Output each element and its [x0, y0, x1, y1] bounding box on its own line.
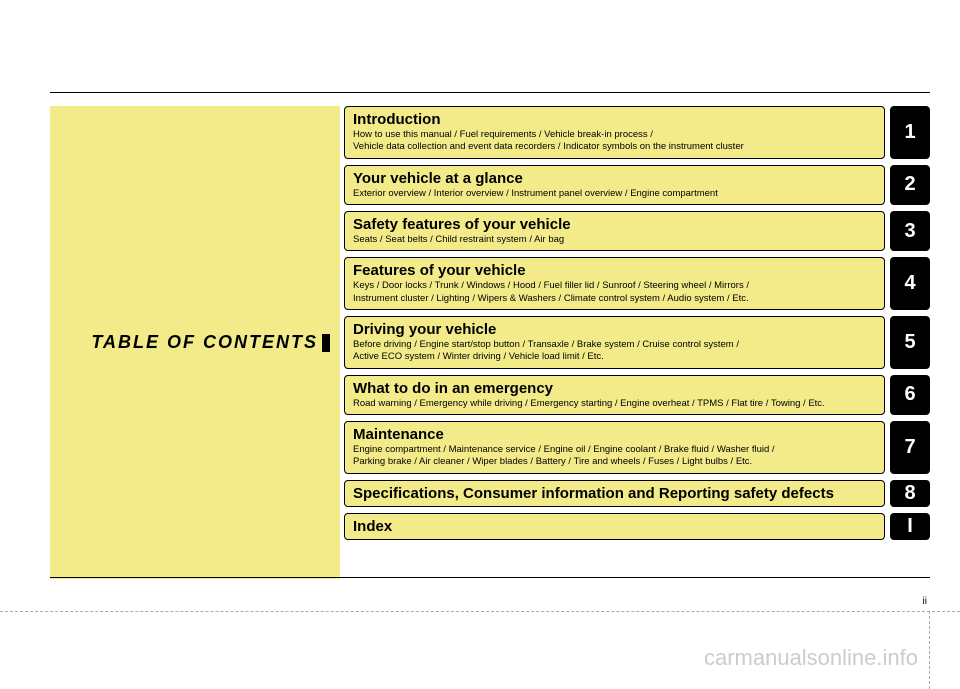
toc-row: Your vehicle at a glance Exterior overvi… [344, 165, 930, 205]
toc-heading: Maintenance [353, 426, 876, 443]
toc-title-marker [322, 334, 330, 352]
toc-title: TABLE OF CONTENTS [91, 332, 330, 353]
toc-right-panel: Introduction How to use this manual / Fu… [340, 106, 930, 579]
top-rule [50, 92, 930, 93]
toc-box-index: Index [344, 513, 885, 540]
chapter-number: 1 [890, 106, 930, 159]
content-area: TABLE OF CONTENTS Introduction How to us… [50, 106, 930, 579]
toc-box-specs: Specifications, Consumer information and… [344, 480, 885, 507]
toc-row: Introduction How to use this manual / Fu… [344, 106, 930, 159]
chapter-number: 2 [890, 165, 930, 205]
toc-desc: Before driving / Engine start/stop butto… [353, 339, 876, 364]
bottom-rule [50, 577, 930, 578]
toc-heading: Your vehicle at a glance [353, 170, 876, 187]
chapter-number: 6 [890, 375, 930, 415]
chapter-number: 7 [890, 421, 930, 474]
toc-desc: Engine compartment / Maintenance service… [353, 444, 876, 469]
toc-row: Features of your vehicle Keys / Door loc… [344, 257, 930, 310]
dashed-border-vertical [929, 611, 930, 689]
toc-desc: How to use this manual / Fuel requiremen… [353, 129, 876, 154]
toc-left-panel: TABLE OF CONTENTS [50, 106, 340, 579]
toc-desc: Road warning / Emergency while driving /… [353, 398, 876, 410]
toc-heading: Features of your vehicle [353, 262, 876, 279]
toc-box-safety: Safety features of your vehicle Seats / … [344, 211, 885, 251]
toc-box-driving: Driving your vehicle Before driving / En… [344, 316, 885, 369]
toc-heading: Introduction [353, 111, 876, 128]
chapter-number: 5 [890, 316, 930, 369]
toc-row: Maintenance Engine compartment / Mainten… [344, 421, 930, 474]
toc-row: What to do in an emergency Road warning … [344, 375, 930, 415]
toc-box-introduction: Introduction How to use this manual / Fu… [344, 106, 885, 159]
chapter-number: 3 [890, 211, 930, 251]
toc-box-emergency: What to do in an emergency Road warning … [344, 375, 885, 415]
toc-title-text: TABLE OF CONTENTS [91, 332, 318, 353]
toc-heading: Specifications, Consumer information and… [353, 485, 876, 502]
page-number: ii [923, 596, 927, 607]
toc-box-glance: Your vehicle at a glance Exterior overvi… [344, 165, 885, 205]
chapter-number: I [890, 513, 930, 540]
toc-row: Specifications, Consumer information and… [344, 480, 930, 507]
chapter-number: 8 [890, 480, 930, 507]
watermark-text: carmanualsonline.info [704, 645, 918, 671]
chapter-number: 4 [890, 257, 930, 310]
toc-row: Safety features of your vehicle Seats / … [344, 211, 930, 251]
toc-row: Driving your vehicle Before driving / En… [344, 316, 930, 369]
toc-heading: Safety features of your vehicle [353, 216, 876, 233]
toc-desc: Keys / Door locks / Trunk / Windows / Ho… [353, 280, 876, 305]
toc-box-maintenance: Maintenance Engine compartment / Mainten… [344, 421, 885, 474]
toc-box-features: Features of your vehicle Keys / Door loc… [344, 257, 885, 310]
toc-heading: Driving your vehicle [353, 321, 876, 338]
toc-desc: Seats / Seat belts / Child restraint sys… [353, 234, 876, 246]
toc-heading: What to do in an emergency [353, 380, 876, 397]
toc-heading: Index [353, 518, 876, 535]
toc-row: Index I [344, 513, 930, 540]
toc-desc: Exterior overview / Interior overview / … [353, 188, 876, 200]
page-container: TABLE OF CONTENTS Introduction How to us… [0, 0, 960, 689]
